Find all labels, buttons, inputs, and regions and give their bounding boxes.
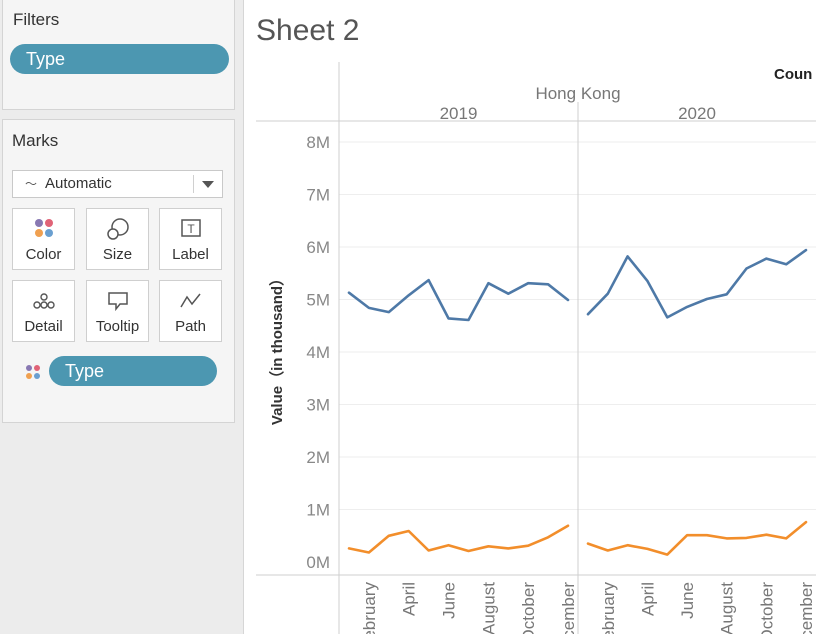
line-mark-icon: 〜 <box>25 177 38 191</box>
y-tick-label: 4M <box>306 343 330 362</box>
y-tick-label: 2M <box>306 448 330 467</box>
x-tick-label: August <box>718 582 737 634</box>
size-button-label: Size <box>102 246 133 263</box>
color-button-label: Color <box>25 246 62 263</box>
column-header: Coun <box>774 66 812 83</box>
y-tick-label: 6M <box>306 238 330 257</box>
y-tick-label: 3M <box>306 396 330 415</box>
series-line <box>586 248 808 319</box>
x-tick-label: April <box>400 582 419 616</box>
page-title: Sheet 2 <box>256 14 360 47</box>
tooltip-icon <box>87 289 148 313</box>
y-tick-label: 7M <box>306 186 330 205</box>
label-button[interactable]: T Label <box>159 208 222 270</box>
label-button-label: Label <box>172 246 209 263</box>
line-chart: Coun Hong Kong 2019 2020 0M 1M 2M 3M 4M 5M 6M 7M 8M V… <box>256 62 816 634</box>
filters-title: Filters <box>13 10 60 29</box>
chevron-down-icon <box>202 181 214 188</box>
x-tick-label: December <box>797 582 816 634</box>
color-button[interactable]: Color <box>12 208 75 270</box>
tooltip-button-label: Tooltip <box>95 318 140 335</box>
path-button-label: Path <box>175 318 206 335</box>
x-tick-label: December <box>559 582 578 634</box>
year-header: 2019 <box>440 104 478 123</box>
x-tick-label: October <box>519 582 538 634</box>
marks-title: Marks <box>12 131 59 150</box>
series-line <box>347 278 570 322</box>
label-icon: T <box>160 217 221 241</box>
x-tick-label: June <box>440 582 459 619</box>
size-button[interactable]: Size <box>86 208 149 270</box>
y-axis-title: Value（in thousand） <box>268 271 286 425</box>
color-icon <box>13 217 74 241</box>
detail-icon <box>13 289 74 313</box>
svg-text:T: T <box>187 222 195 236</box>
tooltip-button[interactable]: Tooltip <box>86 280 149 342</box>
year-header: 2020 <box>678 104 716 123</box>
color-shelf-icon <box>25 364 41 385</box>
mark-type-dropdown[interactable]: 〜 Automatic <box>12 170 223 198</box>
sidebar: Filters Type Marks 〜 Automatic Color Siz… <box>0 0 244 634</box>
worksheet: Sheet 2 Coun Hong Kong 2019 2020 0M 1M 2M 3M 4M 5… <box>244 0 816 634</box>
y-tick-label: 1M <box>306 501 330 520</box>
filter-type-pill[interactable]: Type <box>10 44 229 74</box>
x-tick-label: February <box>599 582 618 634</box>
x-tick-label: August <box>479 582 498 634</box>
size-icon <box>87 217 148 241</box>
y-tick-label: 0M <box>306 553 330 572</box>
series-line <box>347 524 570 554</box>
x-tick-label: October <box>757 582 776 634</box>
filters-card: Filters Type <box>2 0 235 110</box>
detail-button[interactable]: Detail <box>12 280 75 342</box>
region-header: Hong Kong <box>535 84 620 103</box>
path-button[interactable]: Path <box>159 280 222 342</box>
x-tick-label: June <box>678 582 697 619</box>
dropdown-divider <box>193 175 194 193</box>
path-icon <box>160 289 221 313</box>
y-tick-label: 8M <box>306 133 330 152</box>
color-type-pill[interactable]: Type <box>49 356 217 386</box>
series-line <box>586 520 808 556</box>
x-tick-label: February <box>360 582 379 634</box>
y-tick-label: 5M <box>306 291 330 310</box>
x-tick-label: April <box>638 582 657 616</box>
mark-type-value: Automatic <box>45 175 112 192</box>
detail-button-label: Detail <box>24 318 63 335</box>
